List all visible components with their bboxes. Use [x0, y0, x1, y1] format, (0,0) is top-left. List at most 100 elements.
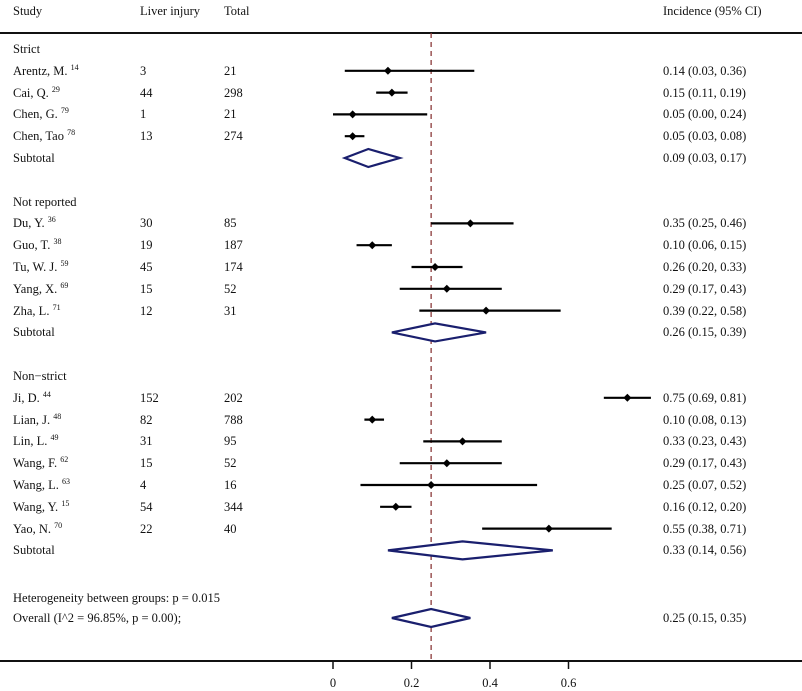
- study-author: Lin, L.: [13, 434, 51, 449]
- incidence-ci-label: 0.05 (0.03, 0.08): [663, 129, 747, 144]
- point-estimate: [431, 263, 440, 271]
- study-name: Du, Y. 36: [13, 216, 56, 231]
- study-name: Cai, Q. 29: [13, 84, 60, 100]
- header-liver-injury: Liver injury: [140, 4, 201, 18]
- overall-diamond: [391, 607, 471, 629]
- study-name: Zha, L. 71: [13, 302, 61, 318]
- study-reference: 63: [61, 477, 70, 486]
- point-estimate: [482, 306, 491, 315]
- study-name: Lian, J. 48: [13, 411, 62, 427]
- study-author: Ji, D.: [13, 390, 43, 405]
- total-count: 344: [224, 499, 243, 514]
- incidence-ci-label: 0.15 (0.11, 0.19): [663, 85, 746, 100]
- liver-injury-count: 54: [140, 499, 153, 514]
- study-name: Tu, W. J. 59: [13, 260, 69, 275]
- total-count: 202: [224, 390, 243, 405]
- incidence-ci-label: 0.14 (0.03, 0.36): [663, 63, 747, 78]
- total-count: 95: [224, 434, 237, 449]
- study-author: Chen, G.: [13, 107, 61, 122]
- liver-injury-count: 19: [140, 238, 153, 253]
- total-count: 788: [224, 412, 243, 427]
- subtotal-label: Subtotal: [13, 543, 55, 558]
- subtotal-estimate-label: 0.26 (0.15, 0.39): [663, 325, 747, 340]
- study-reference: 29: [51, 84, 60, 94]
- incidence-ci-label: 0.39 (0.22, 0.58): [663, 303, 747, 318]
- incidence-ci-label: 0.16 (0.12, 0.20): [663, 499, 747, 514]
- x-tick-label: 0.6: [560, 676, 577, 690]
- point-estimate: [427, 481, 436, 489]
- study-reference: 48: [53, 411, 62, 421]
- liver-injury-count: 45: [140, 260, 153, 274]
- header-total: Total: [224, 4, 250, 18]
- point-estimate: [623, 393, 632, 402]
- liver-injury-count: 13: [140, 129, 153, 144]
- study-author: Du, Y.: [13, 216, 48, 231]
- subtotal-diamond: [341, 147, 404, 169]
- header-incidence: Incidence (95% CI): [663, 4, 762, 18]
- liver-injury-count: 1: [140, 107, 147, 122]
- point-estimate: [442, 284, 451, 293]
- study-reference: 14: [70, 62, 79, 72]
- x-tick-label: 0: [329, 676, 337, 690]
- point-estimate: [458, 437, 467, 446]
- study-reference: 78: [67, 128, 76, 138]
- subtotal-estimate-label: 0.33 (0.14, 0.56): [663, 543, 747, 558]
- incidence-ci-label: 0.29 (0.17, 0.43): [663, 281, 747, 296]
- study-name: Arentz, M. 14: [13, 62, 79, 78]
- total-count: 31: [224, 303, 237, 318]
- top-rule: [0, 32, 802, 34]
- total-count: 52: [224, 281, 237, 296]
- subtotal-estimate-label: 0.09 (0.03, 0.17): [663, 151, 747, 165]
- header-study: Study: [13, 4, 43, 18]
- group-heading: Not reported: [13, 194, 77, 209]
- total-count: 21: [224, 63, 237, 78]
- liver-injury-count: 15: [140, 456, 153, 471]
- point-estimate: [348, 132, 357, 141]
- group-heading: Strict: [13, 42, 41, 56]
- point-estimate: [544, 524, 553, 533]
- study-author: Yang, X.: [13, 281, 61, 296]
- study-author: Wang, L.: [13, 478, 62, 492]
- point-estimate: [466, 219, 475, 228]
- study-name: Yao, N. 70: [13, 520, 63, 536]
- study-reference: 38: [53, 237, 62, 247]
- point-estimate: [348, 110, 357, 119]
- incidence-ci-label: 0.25 (0.07, 0.52): [663, 478, 747, 492]
- liver-injury-count: 31: [140, 434, 153, 449]
- axis-line: [0, 660, 802, 662]
- total-count: 52: [224, 456, 237, 471]
- study-name: Lin, L. 49: [13, 433, 59, 449]
- total-count: 274: [224, 129, 243, 144]
- study-reference: 49: [50, 433, 59, 443]
- incidence-ci-label: 0.29 (0.17, 0.43): [663, 456, 747, 471]
- incidence-ci-label: 0.10 (0.08, 0.13): [663, 412, 747, 427]
- heterogeneity-text: Heterogeneity between groups: p = 0.015: [13, 591, 220, 605]
- total-count: 40: [224, 521, 237, 536]
- study-reference: 69: [60, 280, 69, 290]
- study-reference: 70: [54, 520, 63, 530]
- study-author: Arentz, M.: [13, 63, 71, 78]
- liver-injury-count: 44: [140, 85, 153, 100]
- study-reference: 44: [42, 389, 51, 399]
- study-reference: 71: [52, 302, 61, 312]
- study-name: Chen, Tao 78: [13, 128, 76, 144]
- incidence-ci-label: 0.35 (0.25, 0.46): [663, 216, 747, 231]
- subtotal-label: Subtotal: [13, 151, 55, 165]
- point-estimate: [387, 88, 396, 97]
- liver-injury-count: 12: [140, 303, 153, 318]
- total-count: 298: [224, 85, 243, 100]
- group-heading: Non−strict: [13, 369, 67, 383]
- study-author: Zha, L.: [13, 303, 53, 318]
- total-count: 85: [224, 216, 237, 231]
- liver-injury-count: 82: [140, 412, 153, 427]
- study-reference: 62: [60, 455, 69, 465]
- overall-estimate-label: 0.25 (0.15, 0.35): [663, 611, 747, 625]
- point-estimate: [442, 459, 451, 468]
- liver-injury-count: 15: [140, 281, 153, 296]
- liver-injury-count: 4: [140, 478, 147, 492]
- incidence-ci-label: 0.05 (0.00, 0.24): [663, 107, 747, 122]
- study-name: Wang, F. 62: [13, 455, 69, 471]
- incidence-ci-label: 0.26 (0.20, 0.33): [663, 260, 747, 274]
- total-count: 16: [224, 478, 237, 492]
- incidence-ci-label: 0.33 (0.23, 0.43): [663, 434, 747, 449]
